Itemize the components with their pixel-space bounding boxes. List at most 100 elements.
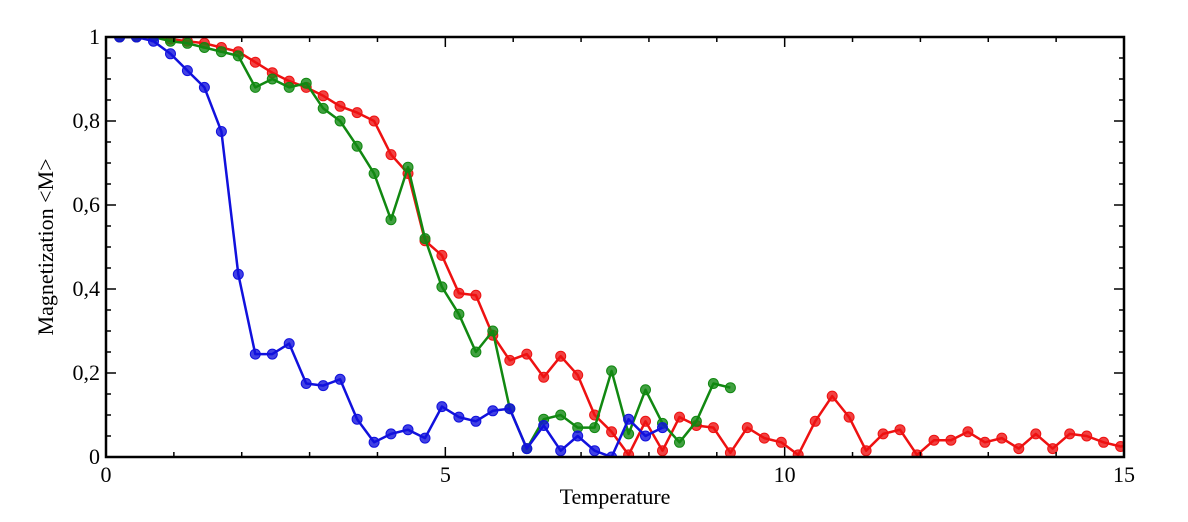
data-point — [1081, 430, 1093, 442]
data-point — [758, 432, 770, 444]
data-point — [470, 415, 482, 427]
data-point — [521, 348, 533, 360]
data-point — [470, 289, 482, 301]
x-tick-label: 5 — [440, 462, 451, 487]
data-point — [1013, 443, 1025, 455]
data-point — [911, 449, 923, 457]
data-point — [792, 449, 804, 457]
data-point — [555, 409, 567, 421]
data-point — [623, 449, 635, 457]
data-point — [385, 428, 397, 440]
data-point — [843, 411, 855, 423]
data-point — [487, 325, 499, 337]
data-point — [623, 413, 635, 425]
data-point — [538, 420, 550, 431]
data-point — [877, 428, 889, 440]
data-point — [1030, 428, 1042, 440]
data-point — [317, 90, 329, 102]
data-point — [572, 430, 584, 442]
series-line — [119, 37, 1124, 457]
data-point — [334, 115, 346, 127]
data-point — [962, 426, 974, 438]
data-point — [470, 346, 482, 358]
series-layer — [114, 37, 1124, 457]
series-line — [119, 37, 664, 457]
data-point — [436, 249, 448, 261]
data-point — [657, 422, 668, 434]
data-point — [215, 126, 227, 137]
data-point — [1047, 443, 1059, 455]
data-point — [232, 268, 244, 280]
data-point — [555, 445, 567, 457]
data-point — [249, 348, 261, 360]
data-point — [640, 415, 651, 427]
data-point — [453, 308, 465, 320]
data-point — [826, 390, 838, 402]
data-point — [504, 354, 516, 366]
data-point — [249, 81, 261, 93]
y-tick-label: 0,6 — [73, 192, 101, 217]
data-point — [436, 401, 448, 413]
data-point — [317, 380, 329, 392]
data-point — [894, 424, 906, 436]
y-tick-label: 0 — [89, 444, 100, 469]
data-point — [300, 77, 312, 89]
y-axis-title: Magnetization <M> — [33, 159, 58, 336]
data-point — [741, 422, 753, 434]
data-point — [385, 214, 397, 226]
data-point — [453, 411, 465, 423]
data-point — [521, 443, 533, 455]
data-point — [1115, 441, 1124, 452]
data-point — [419, 233, 431, 245]
data-point — [1064, 428, 1076, 440]
data-point — [504, 403, 516, 415]
data-point — [334, 100, 346, 112]
data-point — [589, 422, 601, 434]
data-point — [945, 434, 957, 446]
data-point — [809, 415, 821, 427]
data-point — [928, 434, 940, 446]
data-point — [657, 445, 668, 457]
data-point — [860, 445, 872, 457]
data-point — [707, 378, 719, 389]
data-point — [606, 365, 618, 377]
data-point — [368, 115, 380, 127]
data-point — [419, 432, 431, 444]
data-point — [283, 338, 295, 350]
data-point — [640, 430, 651, 442]
data-point — [385, 149, 397, 161]
data-point — [724, 447, 736, 457]
data-point — [266, 348, 278, 360]
data-point — [165, 48, 176, 60]
x-axis-title: Temperature — [560, 484, 671, 509]
y-tick-label: 1 — [89, 24, 100, 49]
x-tick-label: 15 — [1113, 462, 1135, 487]
data-point — [674, 436, 685, 448]
data-point — [436, 281, 448, 293]
ticks-layer: 0 5 10 15 0 0,2 0,4 0,6 0,8 1 — [73, 24, 1136, 487]
data-point — [1098, 436, 1110, 448]
data-point — [724, 382, 736, 394]
data-point — [368, 168, 380, 179]
y-tick-label: 0,4 — [73, 276, 101, 301]
y-tick-label: 0,2 — [73, 360, 101, 385]
data-point — [232, 50, 244, 62]
data-point — [198, 42, 210, 53]
data-point — [351, 107, 363, 119]
x-tick-label: 0 — [101, 462, 112, 487]
y-tick-label: 0,8 — [73, 108, 101, 133]
data-point — [674, 411, 685, 423]
series-2 — [114, 37, 668, 457]
data-point — [589, 445, 601, 457]
data-point — [148, 37, 159, 47]
data-point — [215, 46, 227, 58]
x-tick-label: 10 — [774, 462, 796, 487]
data-point — [181, 37, 193, 49]
data-point — [555, 350, 567, 362]
data-point — [402, 161, 414, 173]
data-point — [690, 415, 702, 427]
data-point — [266, 73, 278, 85]
plot-frame — [104, 35, 1126, 459]
data-point — [707, 422, 719, 434]
